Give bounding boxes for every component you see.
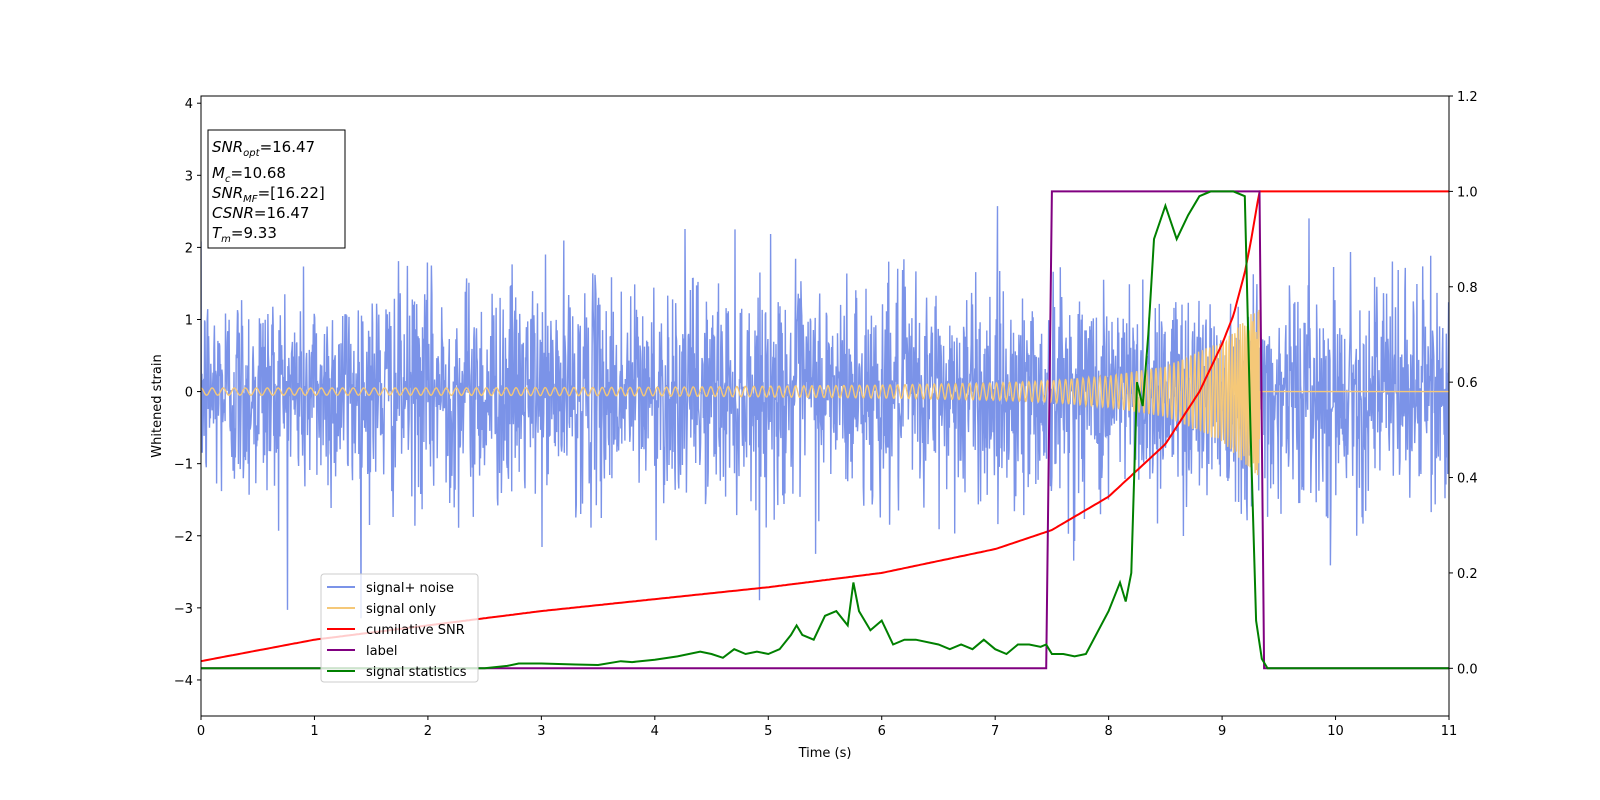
- x-tick-label: 3: [537, 724, 545, 739]
- y-tick-label: −2: [174, 530, 193, 545]
- annotation-snr-opt: SNRopt=16.47: [212, 138, 315, 159]
- y2-tick-label: 0.2: [1457, 567, 1478, 582]
- annotation-snr-mf: SNRMF=[16.22]: [212, 184, 325, 205]
- y2-tick-label: 0.4: [1457, 472, 1478, 487]
- x-tick-label: 11: [1441, 724, 1458, 739]
- series-line-signal-statistics: [201, 190, 1449, 670]
- y2-tick-label: 1.0: [1457, 185, 1478, 200]
- y2-tick-label: 0.0: [1457, 662, 1478, 677]
- y2-tick-label: 0.6: [1457, 376, 1478, 391]
- y2-tick-label: 1.2: [1457, 90, 1478, 105]
- x-tick-label: 1: [310, 724, 318, 739]
- y-tick-label: 4: [185, 97, 193, 112]
- y-tick-label: −4: [174, 674, 193, 689]
- x-tick-label: 5: [764, 724, 772, 739]
- y-tick-label: 3: [185, 169, 193, 184]
- x-tick-label: 10: [1327, 724, 1344, 739]
- x-tick-label: 9: [1218, 724, 1226, 739]
- x-tick-label: 8: [1104, 724, 1112, 739]
- legend-frame: [320, 573, 479, 683]
- legend-label: signal+ noise: [366, 581, 454, 596]
- annotation-box: SNRopt=16.47 Mc=10.68 SNRMF=[16.22] CSNR…: [207, 129, 346, 249]
- annotation-mc: Mc=10.68: [212, 164, 286, 185]
- x-tick-label: 6: [878, 724, 886, 739]
- y2-tick-label: 0.8: [1457, 281, 1478, 296]
- x-axis-title: Time (s): [798, 746, 852, 761]
- plot-frame: [200, 95, 1450, 717]
- legend-label: signal only: [366, 602, 436, 617]
- legend: signal+ noise signal only cumilative SNR la…: [320, 573, 479, 683]
- x-tick-label: 4: [651, 724, 659, 739]
- x-tick-label: 0: [197, 724, 205, 739]
- y-tick-label: 2: [185, 241, 193, 256]
- legend-label: label: [366, 644, 397, 659]
- legend-label: cumilative SNR: [366, 623, 465, 638]
- x-tick-label: 7: [991, 724, 999, 739]
- series-line-signal-noise: [201, 206, 1449, 619]
- y-tick-label: 0: [185, 386, 193, 401]
- legend-label: signal statistics: [366, 665, 467, 680]
- y-tick-label: −3: [174, 602, 193, 617]
- y-tick-label: −1: [174, 458, 193, 473]
- annotation-tm: Tm=9.33: [212, 224, 277, 245]
- y-axis-title: Whitened strain: [150, 354, 165, 457]
- series-line-signal-only: [201, 309, 1449, 476]
- x-tick-label: 2: [424, 724, 432, 739]
- y-tick-label: 1: [185, 313, 193, 328]
- annotation-csnr: CSNR=16.47: [212, 204, 309, 222]
